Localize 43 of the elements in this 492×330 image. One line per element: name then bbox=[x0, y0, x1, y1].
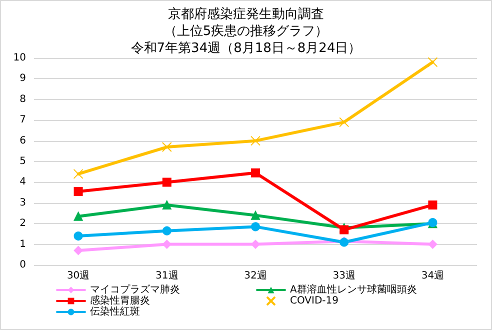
y-tick-label: 9 bbox=[20, 73, 26, 84]
point bbox=[251, 240, 260, 249]
point bbox=[74, 212, 83, 221]
y-tick-label: 7 bbox=[20, 114, 26, 126]
point bbox=[74, 187, 83, 196]
legend-label: 伝染性紅斑 bbox=[90, 306, 140, 318]
point bbox=[162, 142, 172, 152]
point bbox=[428, 57, 438, 68]
y-tick-label: 2 bbox=[20, 218, 26, 230]
point bbox=[339, 117, 350, 128]
legend-label: A群溶血性レンサ球菌咽頭炎 bbox=[290, 284, 417, 296]
point bbox=[74, 246, 83, 256]
point bbox=[74, 232, 83, 241]
point bbox=[162, 178, 172, 187]
legend-label: COVID-19 bbox=[290, 296, 339, 306]
point bbox=[428, 240, 438, 249]
y-tick-label: 6 bbox=[20, 135, 26, 146]
x-tick-label: 32週 bbox=[244, 270, 267, 282]
y-tick-label: 10 bbox=[13, 52, 26, 64]
point bbox=[73, 168, 84, 179]
chart-subtitle: （上位5疾患の推移グラフ） bbox=[164, 24, 328, 39]
y-tick-label: 4 bbox=[20, 176, 26, 188]
x-tick-label: 33週 bbox=[332, 270, 356, 282]
text: 令和7年第34週（8月18日～8月24日） bbox=[130, 41, 362, 56]
x-tick-label: 30週 bbox=[66, 270, 90, 282]
y-tick-label: 0 bbox=[20, 260, 26, 270]
point bbox=[428, 200, 438, 210]
x-tick-label: 31週 bbox=[156, 270, 178, 282]
point bbox=[340, 225, 349, 234]
y-tick-label: 3 bbox=[20, 197, 26, 208]
y-tick-label: 1 bbox=[20, 238, 26, 250]
legend-label: マイコプラズマ肺炎 bbox=[90, 284, 180, 296]
point bbox=[251, 210, 260, 220]
point bbox=[162, 226, 172, 236]
legend-label: 感染性胃腸炎 bbox=[90, 294, 150, 306]
point bbox=[251, 168, 260, 178]
point bbox=[162, 200, 172, 210]
point bbox=[250, 136, 260, 146]
chart-title: 京都府感染症発生動向調査 bbox=[168, 6, 324, 22]
y-tick-label: 5 bbox=[20, 156, 26, 167]
point bbox=[251, 222, 260, 232]
x-tick-label: 34週 bbox=[421, 270, 444, 282]
y-tick-label: 8 bbox=[20, 94, 26, 105]
